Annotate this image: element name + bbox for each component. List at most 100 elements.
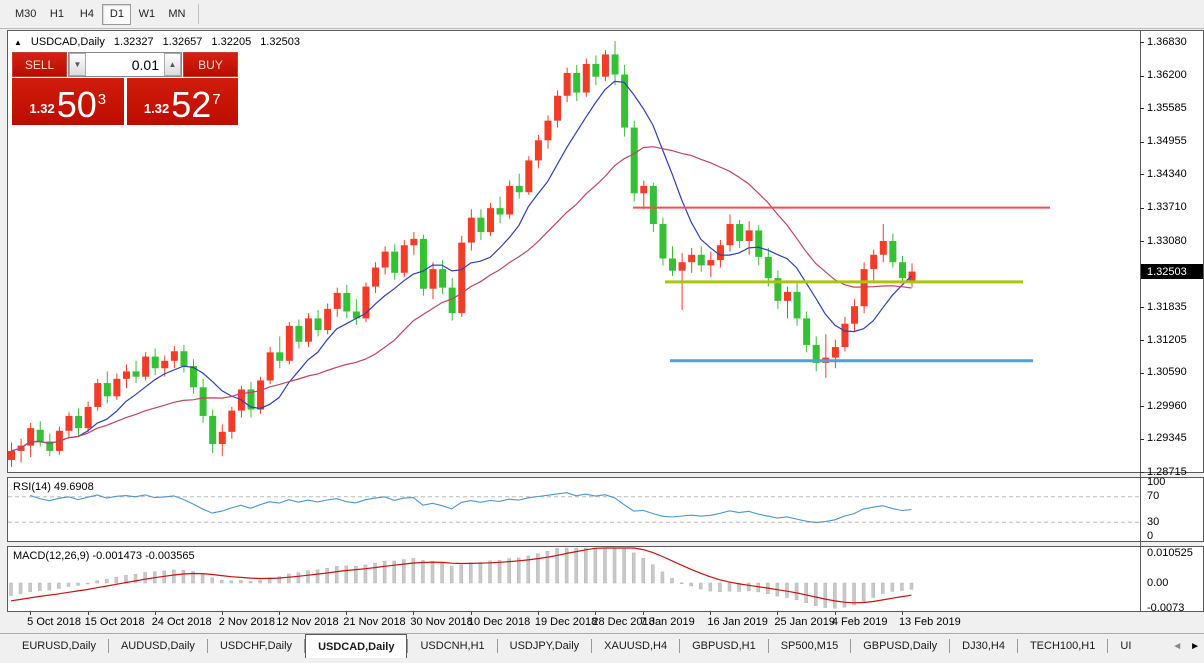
sell-button[interactable]: SELL: [12, 52, 67, 77]
date-axis-label: 19 Dec 2018: [534, 616, 598, 628]
tab-separator: [304, 639, 306, 653]
date-axis-tick: [30, 612, 32, 615]
date-axis-tick: [279, 612, 281, 615]
date-axis-tick: [87, 612, 89, 615]
rsi-pane[interactable]: [7, 477, 1204, 542]
price-axis-label: 1.31835: [1147, 300, 1187, 313]
price-axis-divider[interactable]: [1140, 30, 1141, 612]
price-axis-label: 1.29960: [1147, 399, 1187, 412]
chart-tabbar: EURUSD,Daily AUDUSD,Daily USDCHF,Daily USDC…: [0, 633, 1204, 663]
buy-price-display[interactable]: 1.32 52 7: [126, 78, 238, 125]
price-axis-label: 1.36830: [1147, 35, 1187, 48]
volume-increase-icon[interactable]: ▲: [164, 53, 181, 76]
timeframe-button-h1[interactable]: H1: [49, 8, 64, 20]
price-axis-tick: [1140, 340, 1144, 342]
date-axis-tick: [154, 612, 156, 615]
price-axis-label: 1.33080: [1147, 234, 1187, 247]
chart-title: ▲ USDCAD,Daily 1.32327 1.32657 1.32205 1…: [14, 36, 300, 48]
volume-input[interactable]: 0.01: [131, 56, 159, 73]
chart-tab-dj30-h4[interactable]: DJ30,H4: [962, 640, 1005, 652]
price-axis-tick: [1140, 174, 1144, 176]
tab-separator: [591, 639, 593, 653]
volume-spinner: ▼ 0.01 ▲: [68, 52, 182, 77]
price-axis-tick: [1140, 207, 1144, 209]
date-axis-label: 30 Nov 2018: [410, 616, 473, 628]
chart-tab-sp500-m15[interactable]: SP500,M15: [780, 640, 839, 652]
date-axis-label: 28 Dec 2018: [592, 616, 655, 628]
date-axis-tick: [595, 612, 597, 615]
price-axis-label: 1.30590: [1147, 366, 1187, 379]
price-axis-tick: [1140, 472, 1144, 474]
buy-price-figure: 1.32: [143, 101, 170, 116]
chart-tab-xauusd-h4[interactable]: XAUUSD,H4: [604, 640, 668, 652]
chart-tab-usdjpy-daily[interactable]: USDJPY,Daily: [509, 640, 580, 652]
price-axis-label: 1.31205: [1147, 333, 1187, 346]
macd-axis-label: 0.010525: [1147, 546, 1193, 559]
rsi-axis-label: 70: [1147, 490, 1160, 503]
rsi-axis-label: 30: [1147, 515, 1160, 528]
chart-tab-ui[interactable]: UI: [1120, 640, 1132, 652]
ohlc-open: 1.32327: [113, 36, 154, 48]
date-axis[interactable]: 5 Oct 2018 15 Oct 2018 24 Oct 2018 2 Nov 20…: [0, 612, 1204, 633]
tab-separator: [496, 639, 498, 653]
timeframe-button-h4[interactable]: H4: [79, 8, 94, 20]
date-axis-label: 15 Oct 2018: [84, 616, 145, 628]
tab-separator: [949, 639, 951, 653]
tab-separator: [206, 639, 208, 653]
chart-tab-tech100-h1[interactable]: TECH100,H1: [1029, 640, 1096, 652]
one-click-trading-widget: SELL ▼ 0.01 ▲ BUY 1.32 50 3 1.32 52 7: [12, 52, 238, 125]
date-axis-label: 13 Feb 2019: [898, 616, 961, 628]
tabs-scroll-right-icon[interactable]: ►: [1190, 641, 1200, 652]
tab-separator: [107, 639, 109, 653]
rsi-axis-label: 0: [1147, 530, 1154, 542]
price-axis-tick: [1140, 42, 1144, 44]
tab-separator: [679, 639, 681, 653]
timeframe-button-d1[interactable]: D1: [102, 3, 132, 25]
date-axis-tick: [470, 612, 472, 615]
buy-price-pips: 52: [171, 84, 212, 125]
price-axis-tick: [1140, 108, 1144, 110]
price-axis-label: 1.35585: [1147, 101, 1187, 114]
date-axis-label: 25 Jan 2019: [774, 616, 835, 628]
buy-button[interactable]: BUY: [183, 52, 238, 77]
price-axis-tick: [1140, 307, 1144, 308]
tab-separator: [850, 639, 852, 653]
timeframe-toolbar: M30 H1 H4 D1 W1 MN: [0, 0, 1204, 29]
date-axis-label: 7 Jan 2019: [640, 616, 695, 628]
price-axis-label: 1.34340: [1147, 167, 1187, 180]
date-axis-label: 10 Dec 2018: [467, 616, 531, 628]
tab-separator: [1107, 639, 1109, 653]
sell-price-display[interactable]: 1.32 50 3: [12, 78, 124, 125]
date-axis-tick: [221, 612, 223, 615]
volume-decrease-icon[interactable]: ▼: [69, 53, 86, 76]
tabs-scroll-left-icon[interactable]: ◄: [1172, 641, 1183, 652]
date-axis-tick: [710, 612, 712, 615]
date-axis-label: 4 Feb 2019: [831, 616, 888, 628]
price-axis-label: 1.33710: [1147, 201, 1187, 214]
date-axis-tick: [413, 612, 415, 615]
tab-separator: [407, 639, 409, 653]
chart-tab-gbpusd-daily[interactable]: GBPUSD,Daily: [863, 640, 938, 652]
timeframe-button-m30[interactable]: M30: [15, 8, 37, 20]
price-axis-tick: [1140, 406, 1144, 408]
macd-axis-label: -0.0073: [1147, 601, 1185, 614]
chart-tab-usdcnh-h1[interactable]: USDCNH,H1: [420, 640, 485, 652]
price-axis-label: 1.36200: [1147, 69, 1187, 82]
timeframe-button-mn[interactable]: MN: [168, 8, 186, 20]
chart-tab-audusd-daily[interactable]: AUDUSD,Daily: [120, 640, 195, 652]
date-axis-label: 21 Nov 2018: [343, 616, 406, 628]
rsi-axis-label: 100: [1147, 476, 1166, 488]
date-axis-label: 16 Jan 2019: [707, 616, 768, 628]
price-axis-tick: [1140, 75, 1144, 77]
chart-tab-gbpusd-h1[interactable]: GBPUSD,H1: [692, 640, 756, 652]
chart-tab-usdcad-daily[interactable]: USDCAD,Daily: [305, 634, 408, 658]
chart-tab-eurusd-daily[interactable]: EURUSD,Daily: [22, 640, 96, 652]
timeframe-button-w1[interactable]: W1: [138, 8, 156, 20]
collapse-triangle-icon[interactable]: ▲: [14, 37, 22, 47]
chart-symbol-label: USDCAD,Daily: [30, 36, 105, 48]
sell-price-figure: 1.32: [29, 101, 55, 116]
chart-tab-usdchf-daily[interactable]: USDCHF,Daily: [219, 640, 293, 652]
current-price-box: 1.32503: [1141, 264, 1203, 280]
date-axis-label: 2 Nov 2018: [218, 616, 276, 628]
date-axis-label: 5 Oct 2018: [27, 616, 81, 628]
